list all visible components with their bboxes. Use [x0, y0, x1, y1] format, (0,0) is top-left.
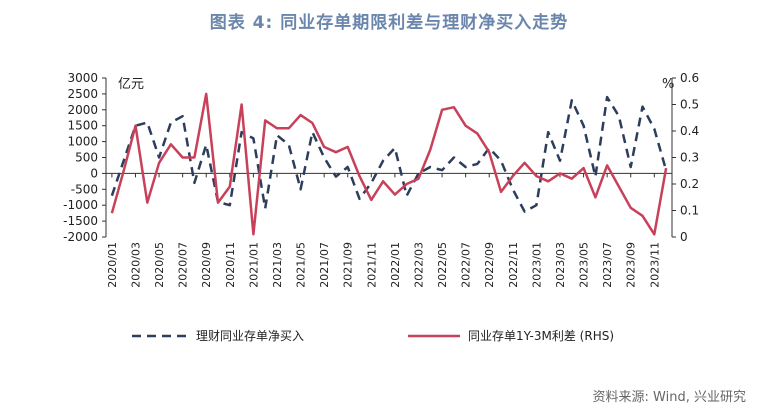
legend: 理财同业存单净买入 同业存单1Y-3M利差 (RHS) [132, 329, 614, 343]
left-tick-label: -1000 [63, 198, 98, 212]
x-tick-label: 2023/09 [625, 242, 638, 288]
x-tick-label: 2023/05 [578, 242, 591, 288]
chart-title: 图表 4: 同业存单期限利差与理财净买入走势 [209, 13, 569, 33]
x-tick-label: 2021/01 [247, 242, 260, 288]
series-line-wealth-net-purchase [110, 95, 668, 213]
x-tick-label: 2023/07 [601, 242, 614, 288]
x-tick-label: 2020/11 [224, 242, 237, 288]
x-tick-label: 2022/05 [436, 242, 449, 288]
x-tick-label: 2021/03 [271, 242, 284, 288]
left-tick-label: 2000 [67, 103, 98, 117]
left-tick-label: 3000 [67, 71, 98, 85]
right-tick-label: 0.1 [680, 204, 699, 218]
series-line-spread [110, 92, 668, 236]
x-tick-label: 2023/01 [530, 242, 543, 288]
x-tick-label: 2022/11 [507, 242, 520, 288]
series-layer [110, 92, 668, 236]
x-tick-label: 2021/07 [318, 242, 331, 288]
right-tick-label: 0.3 [680, 151, 699, 165]
x-tick-label: 2020/03 [129, 242, 142, 288]
x-tick-label: 2020/01 [106, 242, 119, 288]
x-tick-label: 2023/03 [554, 242, 567, 288]
left-tick-label: 0 [90, 166, 98, 180]
x-tick-label: 2021/09 [342, 242, 355, 288]
x-tick-label: 2021/11 [365, 242, 378, 288]
left-tick-label: -1500 [63, 214, 98, 228]
x-tick-label: 2020/09 [200, 242, 213, 288]
left-tick-label: 1000 [67, 135, 98, 149]
right-tick-label: 0.4 [680, 124, 699, 138]
left-axis-unit: 亿元 [118, 77, 144, 92]
right-tick-label: 0.5 [680, 98, 699, 112]
x-tick-label: 2023/11 [648, 242, 661, 288]
left-tick-label: 500 [75, 151, 98, 165]
right-tick-label: 0.6 [680, 71, 699, 85]
x-tick-label: 2022/03 [412, 242, 425, 288]
x-tick-label: 2022/07 [460, 242, 473, 288]
source-note: 资料来源: Wind, 兴业研究 [592, 390, 746, 405]
right-tick-label: 0 [680, 230, 688, 244]
left-tick-label: -500 [71, 182, 98, 196]
x-tick-label: 2020/07 [177, 242, 190, 288]
x-tick-label: 2022/09 [483, 242, 496, 288]
right-tick-label: 0.2 [680, 177, 699, 191]
right-axis-unit: % [662, 77, 674, 92]
legend-label-wealth-net-purchase: 理财同业存单净买入 [196, 329, 304, 343]
left-tick-label: -2000 [63, 230, 98, 244]
x-axis: 2020/01 2020/03 2020/05 2020/07 2020/09 2020/… [106, 172, 672, 288]
x-tick-label: 2021/05 [295, 242, 308, 288]
legend-label-spread: 同业存单1Y-3M利差 (RHS) [468, 329, 614, 343]
x-tick-label: 2020/05 [153, 242, 166, 288]
x-tick-label: 2022/01 [389, 242, 402, 288]
right-y-axis: 0 0.1 0.2 0.3 0.4 0.5 0.6 [671, 71, 699, 244]
left-tick-label: 2500 [67, 87, 98, 101]
left-tick-label: 1500 [67, 119, 98, 133]
